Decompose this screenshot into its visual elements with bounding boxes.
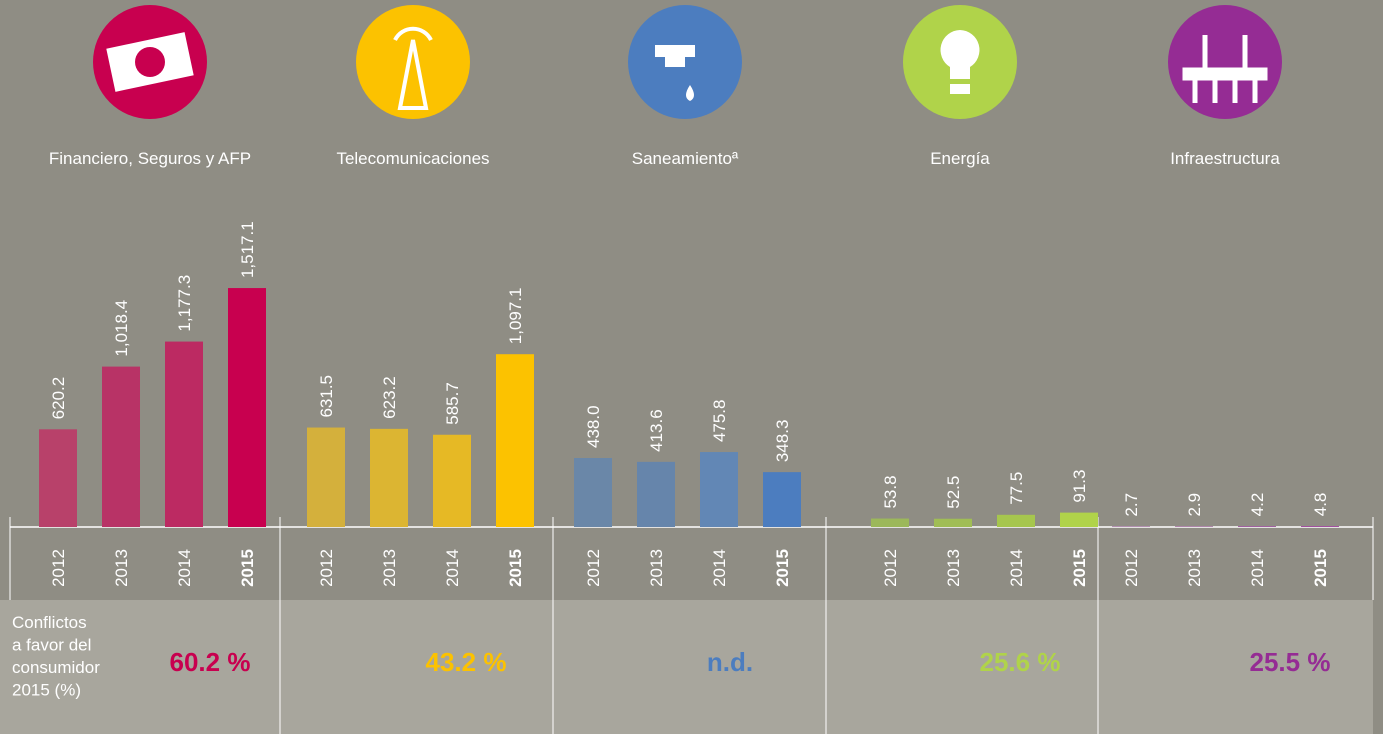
year-label: 2012	[49, 549, 68, 587]
sector-title: Telecomunicaciones	[336, 149, 489, 168]
value-label: 620.2	[49, 377, 68, 420]
year-label: 2013	[647, 549, 666, 587]
bar	[1301, 526, 1339, 527]
year-label: 2012	[317, 549, 336, 587]
value-label: 4.2	[1248, 493, 1267, 517]
value-label: 2.9	[1185, 493, 1204, 517]
icon-bridge	[1182, 35, 1268, 103]
sector-title: Energía	[930, 149, 990, 168]
value-label: 52.5	[944, 476, 963, 509]
bar	[997, 514, 1035, 527]
icon-bulb	[940, 30, 980, 94]
bar	[39, 429, 77, 527]
value-label: 2.7	[1122, 493, 1141, 517]
year-label: 2015	[1070, 549, 1089, 587]
year-label: 2012	[881, 549, 900, 587]
value-label: 585.7	[443, 382, 462, 425]
bar	[102, 366, 140, 527]
bar	[700, 452, 738, 527]
footer-label: consumidor	[12, 658, 100, 677]
year-label: 2013	[380, 549, 399, 587]
sector-title: Financiero, Seguros y AFP	[49, 149, 251, 168]
value-label: 475.8	[710, 400, 729, 443]
bar	[433, 434, 471, 527]
footer-value: 43.2 %	[426, 647, 507, 677]
footer-label: a favor del	[12, 636, 91, 655]
icon-coin	[135, 47, 165, 77]
icon-tap	[655, 45, 695, 101]
icon-tower	[393, 26, 433, 110]
bar	[228, 288, 266, 527]
year-label: 2013	[112, 549, 131, 587]
bar	[1060, 512, 1098, 527]
footer-value: 60.2 %	[170, 647, 251, 677]
value-label: 53.8	[881, 475, 900, 508]
value-label: 1,517.1	[238, 221, 257, 278]
icon	[356, 5, 470, 119]
bar	[165, 341, 203, 527]
value-label: 623.2	[380, 376, 399, 419]
year-label: 2015	[1311, 549, 1330, 587]
year-label: 2015	[506, 549, 525, 587]
year-label: 2013	[944, 549, 963, 587]
year-label: 2012	[1122, 549, 1141, 587]
value-label: 91.3	[1070, 470, 1089, 503]
year-label: 2014	[1248, 549, 1267, 587]
year-label: 2014	[175, 549, 194, 587]
value-label: 348.3	[773, 420, 792, 463]
year-label: 2012	[584, 549, 603, 587]
footer-label: 2015 (%)	[12, 681, 81, 700]
footer-label: Conflictos	[12, 613, 87, 632]
footer-band	[0, 600, 1373, 734]
bar	[574, 458, 612, 527]
year-label: 2015	[238, 549, 257, 587]
bar	[637, 461, 675, 527]
value-label: 438.0	[584, 405, 603, 448]
year-label: 2015	[773, 549, 792, 587]
bar	[496, 354, 534, 527]
value-label: 1,018.4	[112, 300, 131, 357]
bar	[1238, 526, 1276, 527]
value-label: 1,177.3	[175, 275, 194, 332]
bar	[370, 428, 408, 527]
year-label: 2014	[443, 549, 462, 587]
year-label: 2014	[710, 549, 729, 587]
icon	[1168, 5, 1282, 119]
value-label: 77.5	[1007, 472, 1026, 505]
year-label: 2014	[1007, 549, 1026, 587]
bar	[763, 472, 801, 527]
sector-title: Saneamientoª	[632, 149, 739, 168]
value-label: 4.8	[1311, 493, 1330, 517]
bar	[307, 427, 345, 527]
footer-value: 25.6 %	[980, 647, 1061, 677]
value-label: 631.5	[317, 375, 336, 418]
value-label: 413.6	[647, 409, 666, 452]
icons	[93, 5, 1282, 119]
bar	[871, 518, 909, 527]
value-label: 1,097.1	[506, 287, 525, 344]
bar	[934, 518, 972, 527]
sector-title: Infraestructura	[1170, 149, 1280, 168]
footer-value: n.d.	[707, 647, 753, 677]
footer-value: 25.5 %	[1250, 647, 1331, 677]
year-label: 2013	[1185, 549, 1204, 587]
